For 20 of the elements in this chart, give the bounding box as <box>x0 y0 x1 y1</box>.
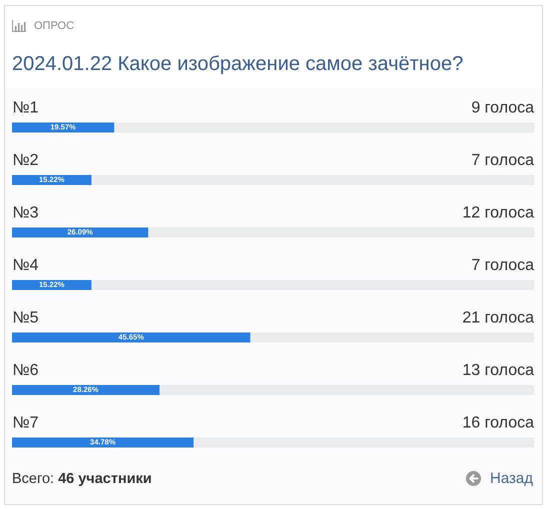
chart-title: 2024.01.22 Какое изображение самое зачётное? <box>12 53 464 75</box>
y-tick-label: №1 <box>12 100 39 116</box>
bar <box>12 122 114 132</box>
y-tick-label: №7 <box>12 414 39 432</box>
y-tick-label: №5 <box>12 310 39 326</box>
annotation: 16 голоса <box>462 414 534 432</box>
y-tick-label: №6 <box>12 362 39 379</box>
annotation: 7 голоса <box>471 257 534 274</box>
text: Назад <box>490 470 533 487</box>
annotation: 9 голоса <box>471 100 534 116</box>
annotation: 7 голоса <box>471 152 534 169</box>
y-tick-label: №4 <box>12 257 39 274</box>
annotation: 12 голоса <box>462 204 534 222</box>
annotation: 21 голоса <box>462 310 534 326</box>
y-tick-label: №2 <box>12 152 39 169</box>
chart-subtitle: ОПРОС <box>34 20 74 32</box>
annotation: 13 голоса <box>462 362 534 379</box>
y-tick-label: №3 <box>12 204 39 222</box>
text: Всего: <box>12 471 54 487</box>
text: 46 участники <box>57 471 152 487</box>
